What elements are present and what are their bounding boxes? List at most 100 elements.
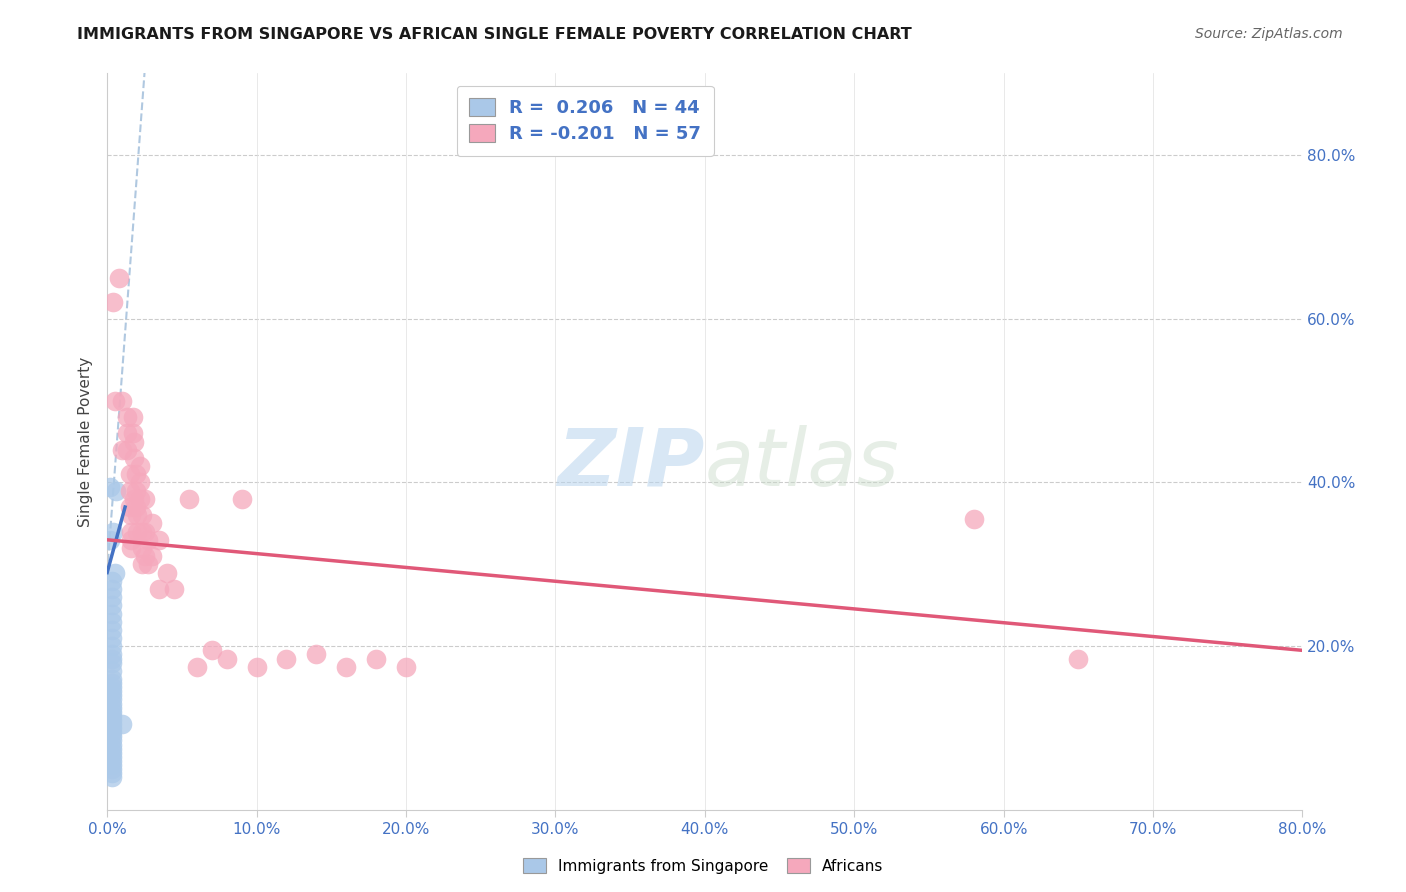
Point (98, 479, 121, 493)
Legend: R =  0.206   N = 44, R = -0.201   N = 57: R = 0.206 N = 44, R = -0.201 N = 57 (457, 86, 714, 156)
Point (231, 491, 253, 506)
Point (131, 541, 153, 555)
Point (141, 516, 163, 531)
Point (131, 508, 153, 523)
Point (100, 648, 122, 662)
Point (115, 409, 138, 424)
Point (100, 656, 122, 670)
Point (120, 524, 142, 539)
Point (963, 512, 986, 526)
Point (100, 672, 122, 686)
Point (129, 459, 152, 474)
Point (111, 442, 134, 457)
Point (100, 705, 122, 719)
Point (134, 524, 156, 539)
Point (125, 524, 148, 539)
Point (100, 680, 122, 694)
Point (122, 450, 145, 465)
Point (201, 643, 224, 657)
Point (179, 491, 201, 506)
Point (120, 508, 142, 523)
Point (100, 631, 122, 645)
Point (100, 676, 122, 690)
Point (122, 434, 145, 449)
Point (395, 659, 418, 673)
Text: Source: ZipAtlas.com: Source: ZipAtlas.com (1195, 27, 1343, 41)
Point (100, 689, 122, 703)
Point (100, 684, 122, 698)
Point (100, 651, 122, 665)
Point (100, 770, 122, 784)
Point (120, 541, 142, 555)
Point (131, 524, 153, 539)
Point (111, 717, 134, 731)
Point (141, 549, 163, 564)
Point (122, 491, 145, 506)
Point (366, 651, 388, 665)
Point (100, 697, 122, 711)
Point (101, 295, 124, 310)
Point (101, 524, 124, 539)
Point (100, 640, 122, 654)
Point (156, 566, 179, 580)
Point (115, 426, 138, 441)
Point (129, 491, 152, 506)
Point (100, 730, 122, 744)
Point (104, 566, 127, 580)
Point (100, 692, 122, 706)
Point (305, 648, 328, 662)
Legend: Immigrants from Singapore, Africans: Immigrants from Singapore, Africans (517, 852, 889, 880)
Point (121, 426, 143, 441)
Text: ZIP: ZIP (557, 425, 704, 502)
Point (100, 762, 122, 776)
Point (105, 483, 128, 498)
Point (118, 500, 141, 514)
Point (131, 558, 153, 572)
Point (129, 475, 152, 490)
Point (124, 467, 146, 482)
Point (136, 533, 159, 547)
Point (100, 721, 122, 735)
Point (121, 409, 143, 424)
Point (335, 659, 357, 673)
Point (1067, 651, 1090, 665)
Point (276, 651, 298, 665)
Point (100, 623, 122, 637)
Point (100, 599, 122, 613)
Point (100, 582, 122, 596)
Point (186, 659, 208, 673)
Point (134, 549, 156, 564)
Point (215, 651, 238, 665)
Point (120, 533, 142, 547)
Point (111, 393, 134, 408)
Y-axis label: Single Female Poverty: Single Female Poverty (79, 357, 93, 526)
Point (100, 741, 122, 756)
Point (118, 467, 141, 482)
Point (124, 500, 146, 514)
Point (108, 270, 131, 285)
Point (100, 664, 122, 678)
Point (124, 483, 146, 498)
Point (100, 738, 122, 752)
Point (100, 717, 122, 731)
Point (134, 491, 156, 506)
Point (100, 709, 122, 723)
Point (100, 615, 122, 629)
Point (163, 582, 186, 596)
Point (100, 733, 122, 747)
Point (100, 713, 122, 727)
Point (136, 558, 159, 572)
Point (115, 442, 138, 457)
Point (100, 607, 122, 621)
Point (245, 659, 267, 673)
Point (100, 754, 122, 768)
Point (100, 766, 122, 780)
Point (100, 574, 122, 588)
Point (100, 590, 122, 604)
Point (100, 700, 122, 714)
Point (104, 393, 127, 408)
Point (148, 582, 170, 596)
Text: atlas: atlas (704, 425, 900, 502)
Point (118, 483, 141, 498)
Point (100, 725, 122, 739)
